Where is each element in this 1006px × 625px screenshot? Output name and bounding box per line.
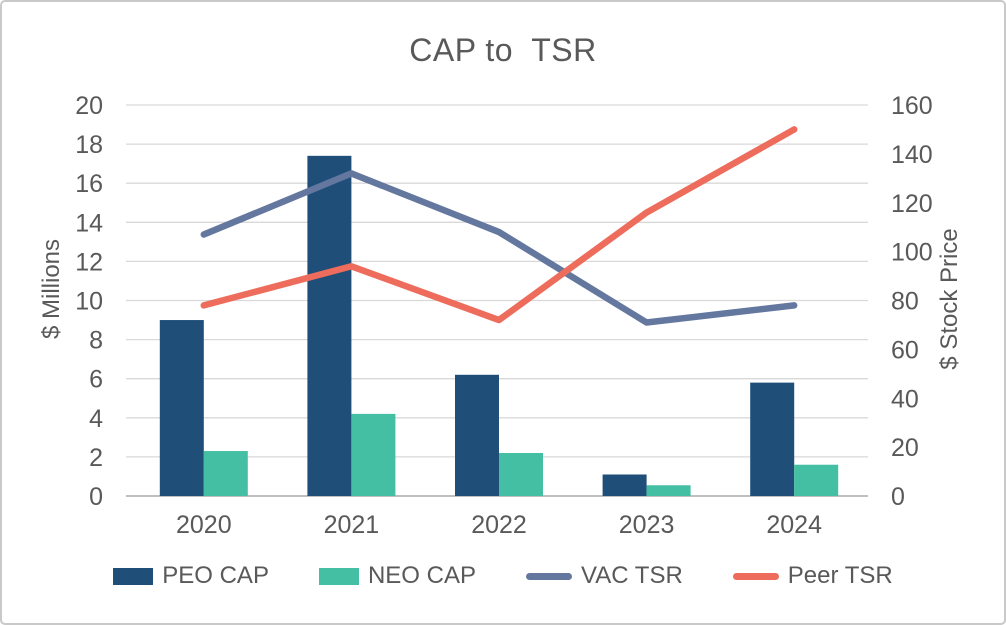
x-axis-category-label: 2023 (619, 511, 675, 539)
right-axis-tick-label: 60 (891, 336, 919, 364)
right-axis-tick-label: 0 (891, 483, 905, 511)
right-axis-tick-label: 120 (891, 190, 933, 218)
legend-item-peo-cap: PEO CAP (113, 562, 269, 590)
bar-peo-cap-2022 (455, 374, 499, 496)
bar-peo-cap-2024 (750, 382, 795, 496)
bar-peo-cap-2020 (159, 320, 204, 496)
legend-item-vac-tsr: VAC TSR (525, 562, 683, 590)
right-axis-tick-label: 140 (891, 141, 933, 169)
chart-legend: PEO CAP NEO CAP VAC TSR Peer TSR (2, 562, 1004, 590)
right-axis-tick-label: 20 (891, 434, 919, 462)
right-axis-tick-label: 160 (891, 92, 933, 120)
peer-tsr-line (200, 126, 798, 324)
left-axis-title: $ Millions (38, 239, 65, 339)
right-axis-tick-label: 40 (891, 385, 919, 413)
legend-swatch-peer-tsr (732, 572, 779, 580)
bar-neo-cap-2020 (203, 451, 248, 496)
left-axis-tick-label: 0 (89, 483, 103, 511)
legend-label-peo-cap: PEO CAP (162, 562, 269, 589)
left-axis-tick-label: 12 (75, 248, 103, 276)
x-axis-category-label: 2022 (471, 511, 527, 539)
bar-neo-cap-2021 (351, 413, 396, 496)
left-axis-tick-label: 2 (89, 444, 103, 472)
left-axis-tick-label: 6 (89, 366, 103, 394)
legend-swatch-vac-tsr (525, 572, 572, 580)
x-axis-category-label: 2024 (766, 511, 822, 539)
left-axis-tick-label: 8 (89, 327, 103, 355)
right-axis-tick-label: 80 (891, 288, 919, 316)
legend-swatch-peo-cap (113, 567, 154, 585)
legend-swatch-neo-cap (318, 567, 359, 585)
x-axis-category-label: 2020 (176, 511, 232, 539)
left-axis-tick-label: 4 (89, 405, 103, 433)
legend-label-peer-tsr: Peer TSR (787, 562, 893, 589)
left-axis-tick-label: 14 (75, 209, 103, 237)
left-axis-tick-label: 10 (75, 288, 103, 316)
right-axis-title: $ Stock Price (936, 228, 963, 369)
bar-neo-cap-2023 (646, 485, 691, 496)
bar-neo-cap-2022 (499, 452, 543, 496)
legend-label-neo-cap: NEO CAP (367, 562, 476, 589)
left-axis-tick-label: 18 (75, 131, 103, 159)
legend-label-vac-tsr: VAC TSR (580, 562, 683, 589)
bar-peo-cap-2021 (307, 155, 352, 496)
bar-neo-cap-2024 (794, 464, 839, 496)
left-axis-tick-label: 16 (75, 170, 103, 198)
vac-tsr-line (200, 170, 798, 326)
bar-peo-cap-2023 (602, 474, 647, 496)
x-axis-category-label: 2021 (324, 511, 380, 539)
legend-item-neo-cap: NEO CAP (318, 562, 476, 590)
left-axis-tick-label: 20 (75, 92, 103, 120)
chart-title: CAP to TSR (409, 32, 597, 68)
right-axis-tick-label: 100 (891, 239, 933, 267)
legend-item-peer-tsr: Peer TSR (732, 562, 893, 590)
